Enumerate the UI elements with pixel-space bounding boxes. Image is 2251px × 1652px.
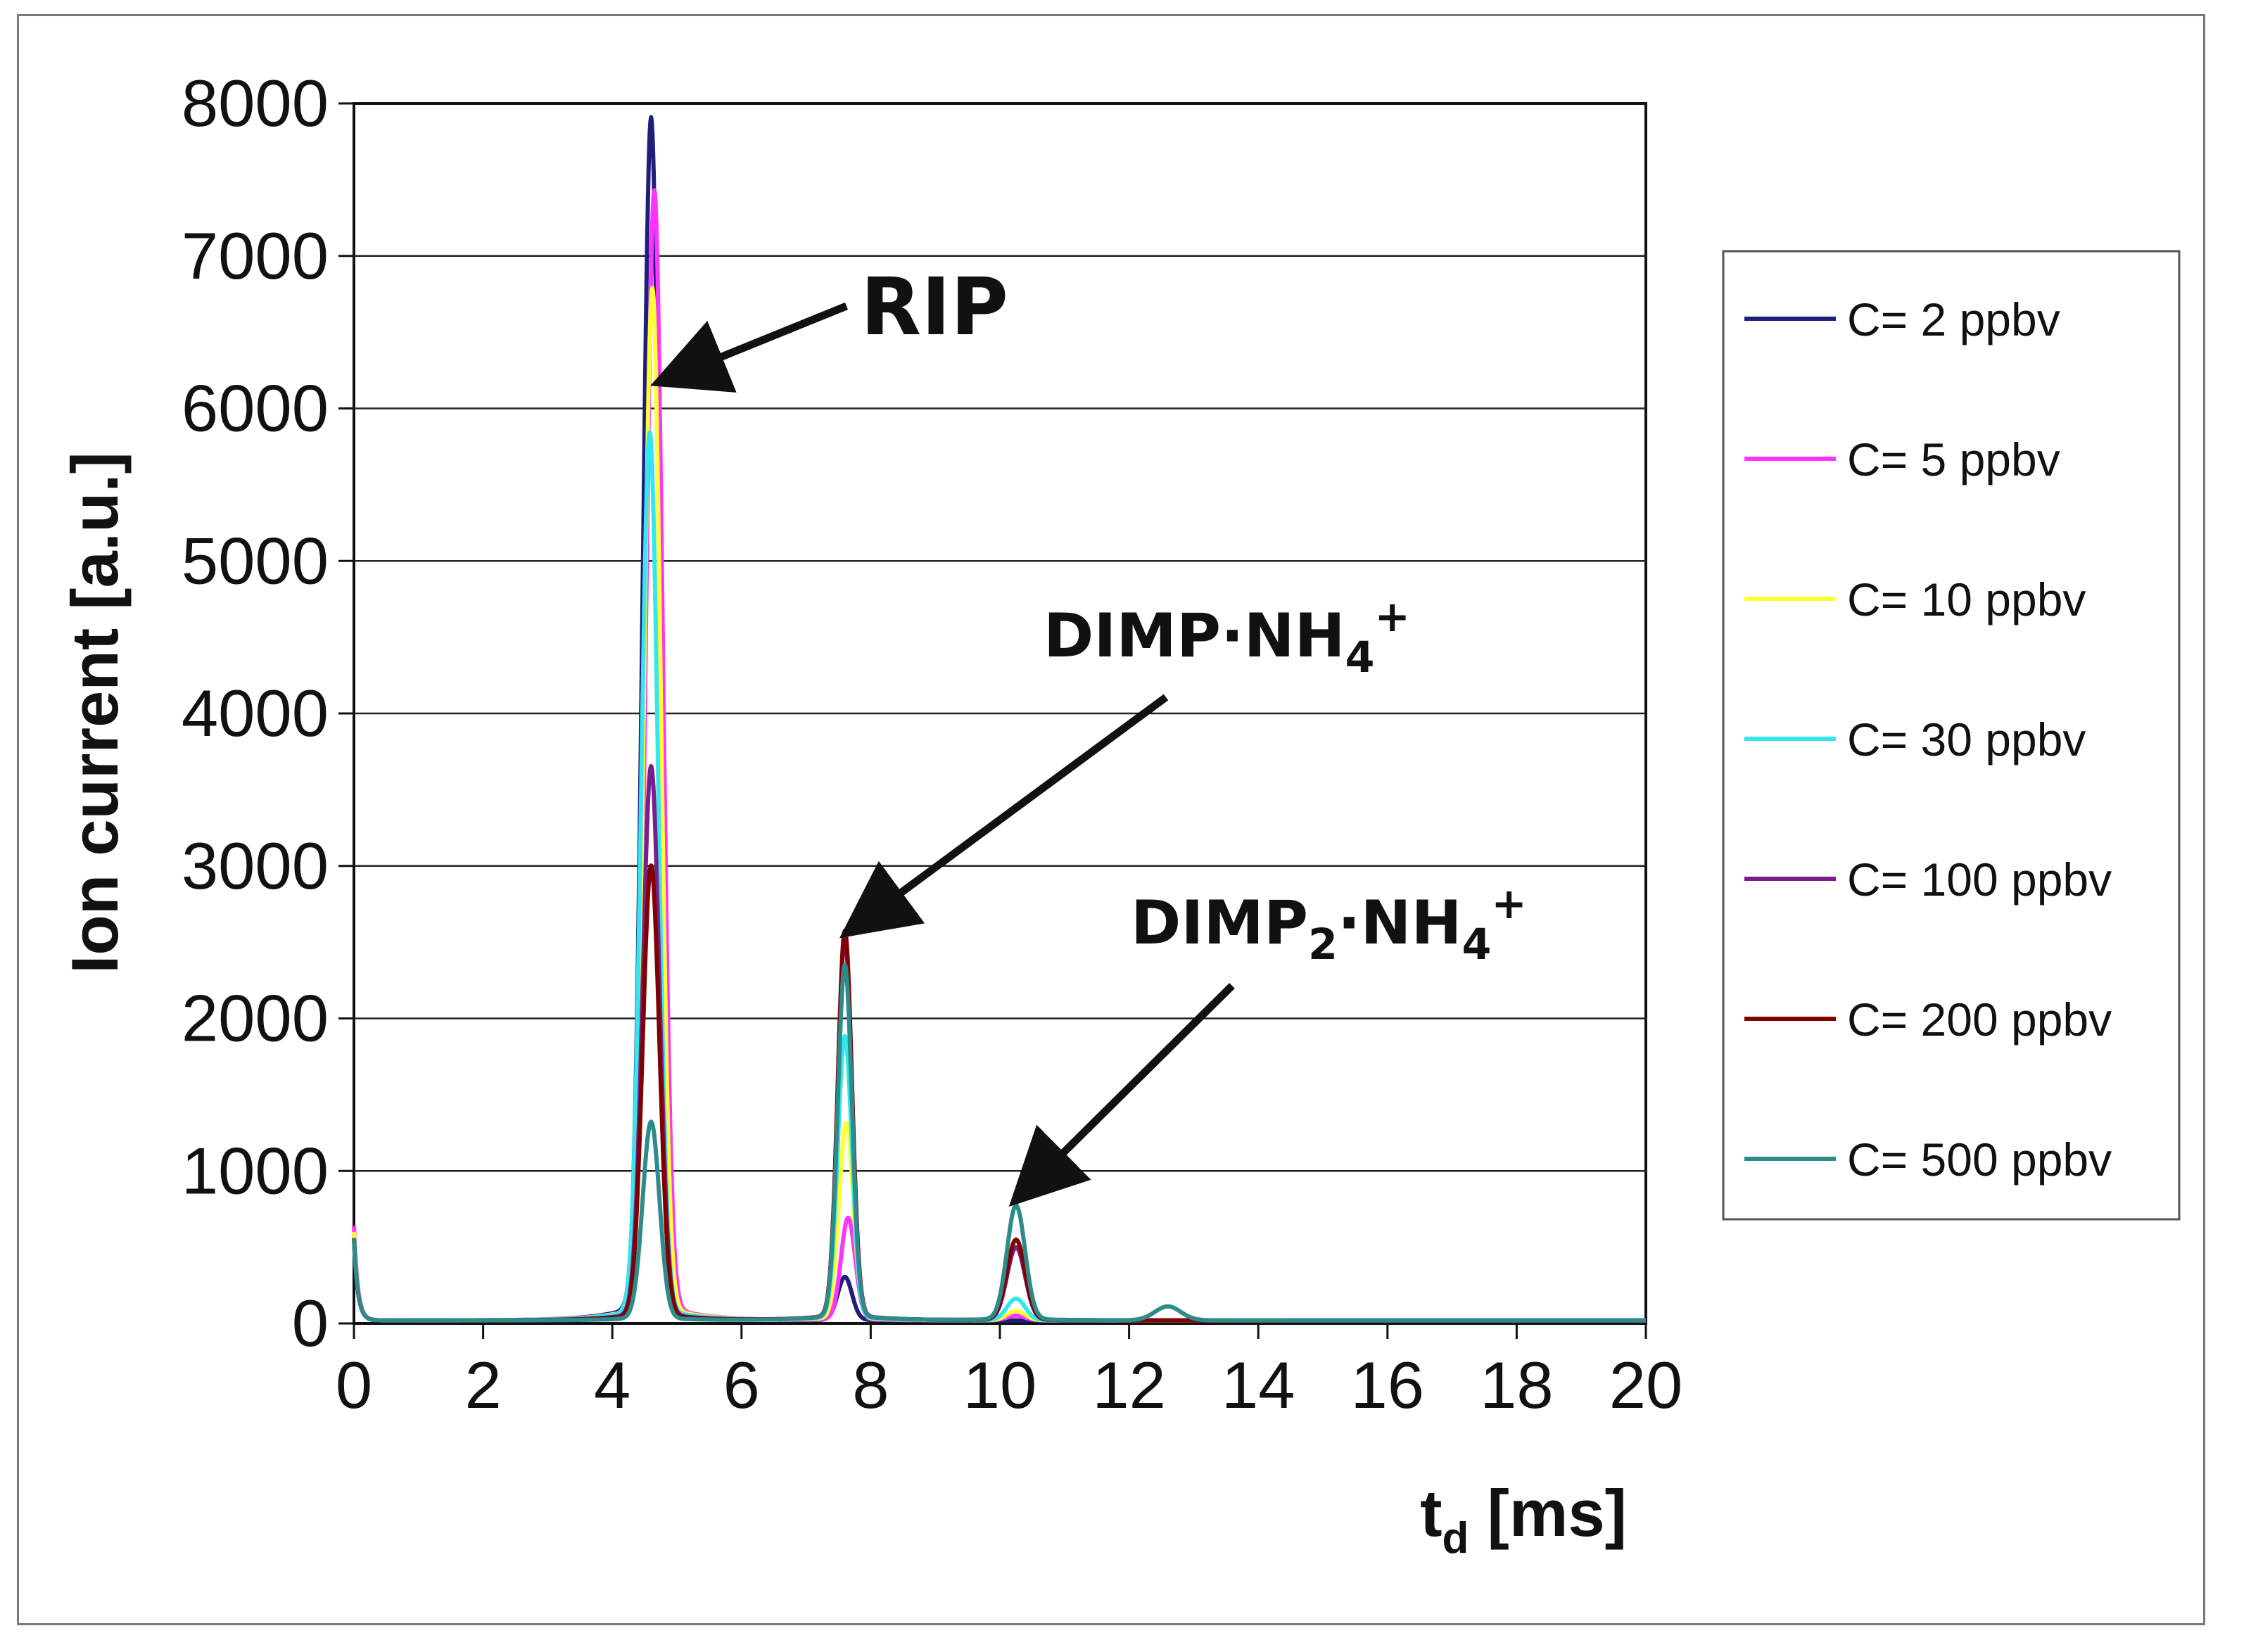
series-lines [352,115,1648,1323]
y-tick-label: 5000 [182,523,329,597]
legend-label: C= 5 ppbv [1847,433,2060,485]
x-tick-label: 8 [852,1348,889,1422]
legend: C= 2 ppbv C= 5 ppbv C= 10 ppbv C= 30 ppbv C=… [1722,250,2181,1221]
x-axis-label: td [ms] [1420,1476,1627,1563]
x-tick-label: 0 [336,1348,372,1422]
x-tick-label: 18 [1480,1348,1554,1422]
legend-label: C= 100 ppbv [1847,853,2112,906]
legend-label: C= 10 ppbv [1847,573,2086,625]
y-tick-label: 2000 [182,981,329,1055]
x-tick-label: 12 [1092,1348,1166,1422]
x-tick-label: 2 [464,1348,501,1422]
legend-label: C= 2 ppbv [1847,293,2060,345]
y-tick-label: 6000 [182,371,329,445]
x-tick-label: 14 [1222,1348,1295,1422]
y-tick-label: 1000 [182,1133,329,1207]
x-tick-label: 16 [1351,1348,1425,1422]
annotation-label: RIP [861,262,1008,353]
x-axis-ticks: 0 2 4 6 8 10 12 14 16 18 20 [336,1323,1682,1422]
annotation-arrow [1008,983,1235,1207]
annotations: RIP DIMP·NH4+ DIMP2·NH4+ [650,262,1527,1207]
y-tick-label: 0 [292,1286,329,1360]
grid-lines [354,255,1646,1172]
legend-box [1722,250,2181,1221]
legend-label: C= 500 ppbv [1847,1133,2112,1186]
y-tick-label: 7000 [182,219,329,293]
y-tick-label: 8000 [182,66,329,140]
series-line-c-500-ppbv [352,962,1648,1323]
annotation-arrow [839,694,1169,939]
y-axis-label: Ion current [a.u.] [58,452,132,974]
annotation-label: DIMP2·NH4+ [1131,879,1527,970]
x-tick-label: 4 [594,1348,630,1422]
x-tick-label: 6 [723,1348,760,1422]
y-axis-ticks: 0 1000 2000 3000 4000 5000 6000 7000 8000 [182,66,354,1360]
x-tick-label: 20 [1609,1348,1683,1422]
y-tick-label: 3000 [182,829,329,903]
annotation-label: DIMP·NH4+ [1044,592,1410,682]
legend-label: C= 30 ppbv [1847,713,2086,765]
annotation-arrow [650,302,849,393]
x-tick-label: 10 [963,1348,1037,1422]
y-tick-label: 4000 [182,676,329,750]
legend-label: C= 200 ppbv [1847,993,2112,1046]
